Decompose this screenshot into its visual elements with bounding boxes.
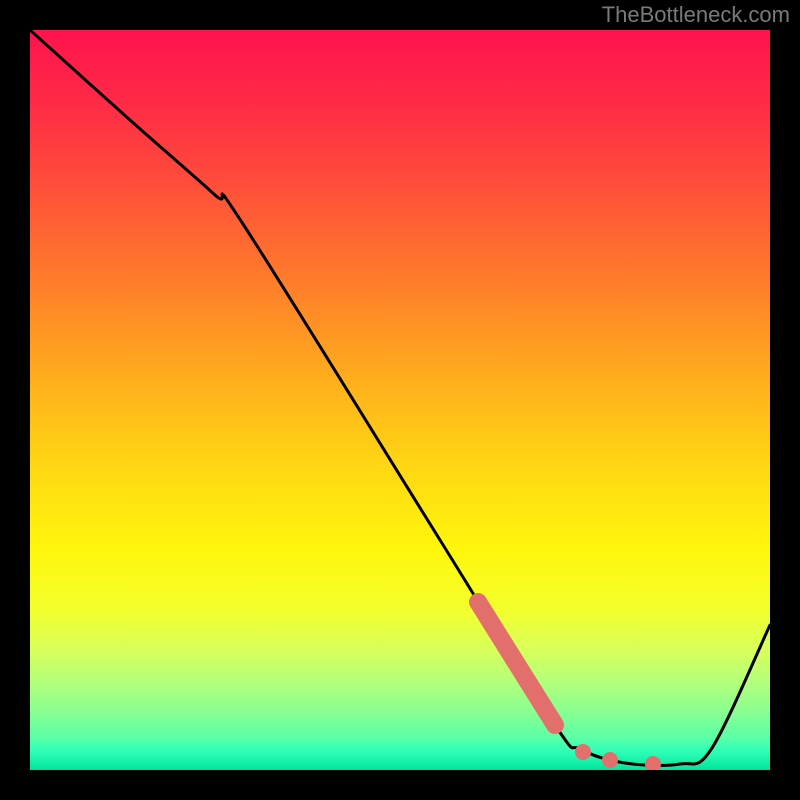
- highlight-dot: [602, 752, 618, 768]
- chart-container: TheBottleneck.com: [0, 0, 800, 800]
- highlight-dot: [645, 756, 661, 772]
- watermark-text: TheBottleneck.com: [602, 2, 790, 28]
- bottleneck-chart: [0, 0, 800, 800]
- plot-background: [30, 30, 770, 770]
- highlight-dot: [575, 744, 591, 760]
